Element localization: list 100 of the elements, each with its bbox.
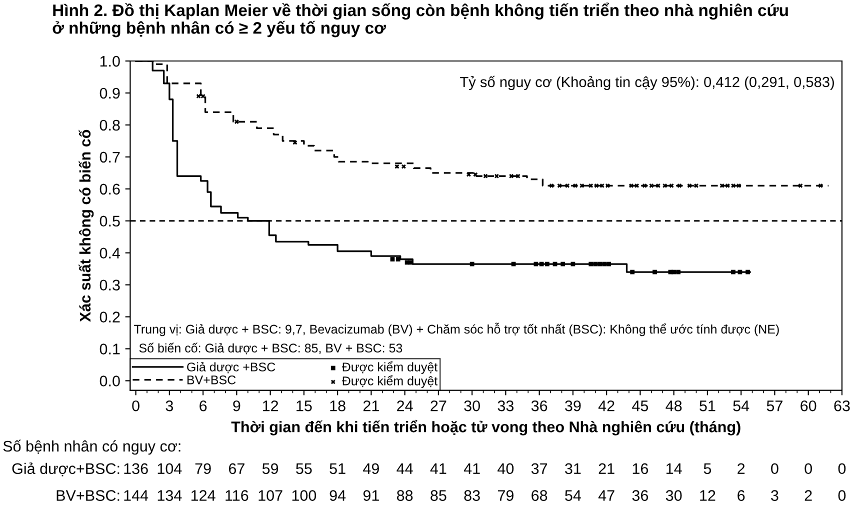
y-tick-label: 0.7: [100, 152, 120, 163]
x-tick-label: 6: [200, 400, 207, 412]
point: [396, 257, 400, 262]
x-tick-label: 15: [296, 400, 312, 412]
point: [677, 184, 682, 188]
point: [494, 174, 499, 178]
x-tick-label: 24: [397, 400, 413, 412]
point: [234, 120, 239, 124]
point: [662, 184, 668, 188]
chart-title: Hình 2. Đồ thị Kaplan Meier về thời gian sống còn bệnh không tiến triển theo nhà nghiên cứu ở những bệnh nhân có ≥ 2 yếu tố nguy cơ: [52, 2, 788, 38]
point: [606, 184, 610, 188]
y-tick-label: 0.5: [100, 216, 120, 227]
y-tick-label: 0.4: [100, 248, 120, 259]
point: [560, 262, 566, 266]
point: [390, 257, 395, 262]
point: [196, 94, 201, 98]
y-tick-label: 1.0: [100, 56, 120, 67]
point: [544, 262, 550, 266]
x-tick-label: 33: [498, 400, 514, 412]
point: [736, 184, 742, 188]
point: [473, 172, 478, 177]
point: [408, 260, 413, 265]
legend-label: BV+BSC: [187, 375, 236, 384]
annotation: Số biến cố: Giả dược + BSC: 85, BV + BSC: 53: [139, 342, 402, 354]
y-axis-title: Xác suất không có biến cố: [78, 130, 94, 322]
y-tick-label: 0.6: [100, 184, 120, 195]
point: [656, 184, 660, 188]
point: [672, 270, 676, 274]
x-tick-label: 12: [262, 400, 278, 412]
point: [549, 184, 554, 188]
point: [470, 262, 474, 266]
x-tick-label: 27: [430, 400, 446, 412]
x-tick-label: 30: [464, 400, 480, 412]
y-tick-label: 0.8: [100, 120, 120, 131]
point: [466, 172, 471, 177]
point: [402, 164, 406, 169]
point: [746, 270, 750, 274]
point: [509, 174, 514, 178]
y-tick-label: 0.0: [100, 376, 120, 386]
text: 144 134 124 116 107 100 94 91 88 85 83 79 68 54 47 36 30 12 6 3 2 0: [124, 490, 846, 501]
x-tick-label: 3: [166, 400, 174, 412]
point: [720, 184, 724, 188]
point: [200, 94, 206, 98]
y-tick-label: 0.2: [100, 312, 120, 322]
point: [630, 270, 635, 274]
text: BV+BSC:: [56, 490, 120, 501]
point: [588, 184, 594, 188]
point: [557, 184, 562, 188]
text: Giả dược+BSC:: [12, 462, 120, 476]
x-tick-label: 48: [666, 400, 682, 412]
x-tick-label: 42: [598, 400, 614, 412]
point: [292, 140, 298, 145]
x-tick-label: 63: [834, 400, 850, 412]
legend-label: Giả dược +BSC: [187, 362, 276, 374]
point: [580, 184, 584, 188]
x-tick-label: 0: [132, 400, 140, 412]
x-axis-title: Thời gian đến khi tiến triển hoặc tử vong theo Nhà nghiên cứu (tháng): [231, 420, 740, 436]
legend-label: Được kiểm duyệt: [342, 375, 438, 388]
point: [725, 184, 730, 188]
point: [731, 184, 736, 188]
point: [600, 184, 604, 188]
point: [572, 184, 578, 188]
x-tick-label: 54: [733, 400, 750, 412]
point: [588, 262, 594, 266]
point: [598, 262, 602, 266]
y-tick-label: 0.3: [100, 280, 120, 291]
point: [565, 184, 570, 188]
x-tick-label: 51: [700, 400, 716, 412]
point: [687, 184, 692, 188]
x-tick-label: 21: [363, 400, 379, 412]
point: [606, 262, 612, 266]
point: [594, 184, 599, 188]
text: 136 104 79 67 59 55 51 49 44 41 41 40 37 31 21 16 14 5 2 0 0 0: [124, 463, 846, 474]
text: Số bệnh nhân có nguy cơ:: [3, 440, 180, 455]
x-tick-label: 45: [632, 400, 648, 412]
point: [602, 262, 607, 266]
point: [629, 184, 634, 188]
x-tick-label: 39: [565, 400, 581, 412]
point: [593, 262, 598, 266]
x-tick-label: 60: [800, 400, 816, 412]
x-tick-label: 57: [766, 400, 782, 412]
point: [676, 270, 681, 274]
point: [649, 184, 654, 188]
point: [642, 184, 647, 188]
point: [539, 262, 544, 266]
point: [694, 184, 698, 188]
point: [483, 174, 488, 178]
annotation: Tỷ số nguy cơ (Khoảng tin cậy 95%): 0,412 (0,291, 0,583): [460, 76, 834, 90]
point: [516, 174, 520, 178]
point: [669, 184, 674, 188]
point: [634, 184, 640, 188]
y-tick-label: 0.9: [100, 88, 120, 99]
x-tick-label: 9: [233, 400, 240, 412]
annotation: Trung vị: Giả dược + BSC: 9,7, Bevacizumab (BV) + Chăm sóc hỗ trợ tốt nhất (BSC): Không thể ước tính được (NE): [134, 322, 779, 336]
point: [731, 270, 736, 274]
x-tick-label: 18: [330, 400, 346, 412]
point: [652, 270, 657, 274]
x-tick-label: 36: [531, 400, 548, 412]
point: [818, 184, 823, 188]
point: [798, 184, 803, 188]
